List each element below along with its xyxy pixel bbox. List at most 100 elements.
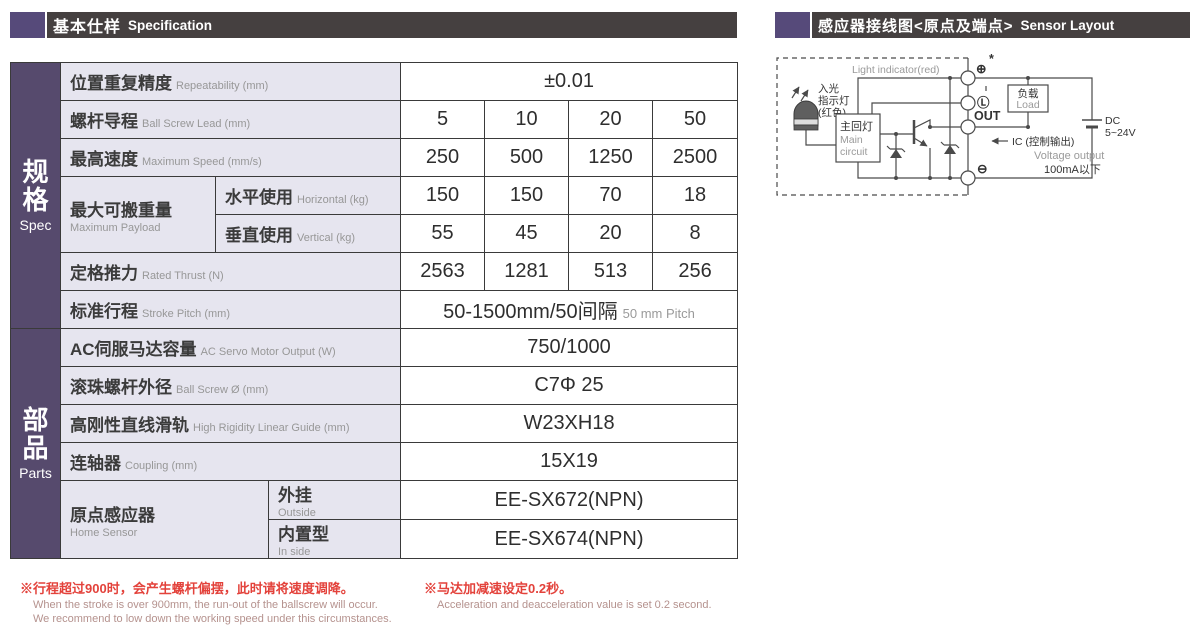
main-circuit-box [835, 113, 881, 163]
value-cell: 1250 [568, 138, 653, 177]
label-max-speed: 最高速度 Maximum Speed (mm/s) [60, 138, 401, 177]
terminal-minus-label: ⊖ [977, 162, 987, 176]
value-cell: 2563 [400, 252, 485, 291]
voltage-output-label: Voltage output [1034, 150, 1104, 162]
value-cell: 20 [568, 100, 653, 139]
light-indicator-label: Light indicator(red) [852, 64, 940, 76]
main-circuit-cn: 主回灯 [840, 120, 873, 133]
row-coupling: 连轴器 Coupling (mm) 15X19 [11, 442, 739, 481]
value-cell: 20 [568, 214, 653, 253]
terminal-out [960, 119, 976, 135]
junction-dot [948, 76, 952, 80]
label-servo-output: AC伺服马达容量 AC Servo Motor Output (W) [60, 328, 401, 367]
label-horizontal: 水平使用 Horizontal (kg) [215, 176, 401, 215]
sensor-header-title-cn: 感应器接线图<原点及端点> [818, 17, 1014, 35]
terminal-l [960, 95, 976, 111]
zener-diode-icon [886, 134, 906, 178]
value-cell: 45 [484, 214, 569, 253]
footnote-stroke-warning: ※行程超过900时，会产生螺杆偏摆，此时请将速度调降。 When the str… [20, 581, 392, 625]
row-home-sensor-outside: 原点感应器 Home Sensor 外挂 Outside EE-SX672(NPN) [11, 480, 739, 559]
header-accent-square [10, 12, 47, 38]
value-linear-guide: W23XH18 [399, 404, 739, 443]
terminal-minus [960, 170, 976, 186]
spec-header-title-en: Specification [128, 17, 213, 33]
value-cell: 256 [651, 252, 739, 291]
row-stroke-pitch: 标准行程 Stroke Pitch (mm) 50-1500mm/50间隔 50 m… [11, 290, 739, 329]
header-accent-square [775, 12, 812, 38]
row-home-sensor-inside: 内置型 In side EE-SX674(NPN) [11, 519, 739, 559]
label-coupling: 连轴器 Coupling (mm) [60, 442, 401, 481]
dc-voltage-label: 5~24V [1105, 127, 1136, 139]
row-linear-guide: 高刚性直线滑轨 High Rigidity Linear Guide (mm) W… [11, 404, 739, 443]
junction-dot [894, 132, 898, 136]
label-repeatability: 位置重复精度 Repeatability (mm) [60, 62, 401, 101]
label-inside: 内置型 In side [268, 519, 401, 559]
sidebar-parts: 部品 Parts [10, 328, 61, 559]
value-servo-output: 750/1000 [399, 328, 739, 367]
label-home-sensor: 原点感应器 Home Sensor [60, 480, 269, 559]
load-box [1007, 84, 1049, 113]
incident-light-label-1: 入光 [818, 82, 839, 95]
led-wire [805, 130, 836, 146]
incident-light-arrows-icon [791, 86, 809, 102]
value-cell: 50 [651, 100, 739, 139]
row-payload-vertical: 垂直使用 Vertical (kg) 55 45 20 8 [11, 214, 739, 253]
value-cell: 70 [568, 176, 653, 215]
value-stroke-pitch: 50-1500mm/50间隔 50 mm Pitch [399, 290, 739, 329]
value-cell: 8 [651, 214, 739, 253]
value-cell: 2500 [651, 138, 739, 177]
row-rated-thrust: 定格推力 Rated Thrust (N) 2563 1281 513 256 [11, 252, 739, 291]
value-cell: 1281 [484, 252, 569, 291]
spec-header-title-cn: 基本仕样 [53, 19, 122, 36]
value-ball-screw-dia: C7Φ 25 [399, 366, 739, 405]
label-linear-guide: 高刚性直线滑轨 High Rigidity Linear Guide (mm) [60, 404, 401, 443]
sidebar-spec: 规格 Spec [10, 62, 61, 329]
dc-label: DC [1105, 115, 1121, 127]
value-repeatability: ±0.01 [399, 62, 739, 101]
row-max-speed: 最高速度 Maximum Speed (mm/s) 250 500 1250 25… [11, 138, 739, 177]
label-ball-screw-lead: 螺杆导程 Ball Screw Lead (mm) [60, 100, 401, 139]
sensor-header-title-en: Sensor Layout [1020, 17, 1115, 33]
spec-table: 规格 Spec 位置重复精度 Repeatability (mm) ±0.01 螺… [10, 62, 739, 559]
row-ball-screw-dia: 滚珠螺杆外径 Ball Screw Ø (mm) C7Φ 25 [11, 366, 739, 405]
led-icon [793, 100, 819, 131]
ic-label: IC (控制输出) [1012, 135, 1074, 148]
value-cell: 5 [400, 100, 485, 139]
value-cell: 150 [484, 176, 569, 215]
row-payload-horizontal: 最大可搬重量 Maximum Payload 水平使用 Horizontal (kg… [11, 176, 739, 253]
label-vertical: 垂直使用 Vertical (kg) [215, 214, 401, 253]
value-cell: 18 [651, 176, 739, 215]
footnote-acceleration: ※马达加减速设定0.2秒。 Acceleration and deacceler… [424, 581, 712, 611]
value-cell: 150 [400, 176, 485, 215]
current-limit-label: 100mA以下 [1044, 164, 1101, 176]
terminal-star-label: * [989, 52, 994, 66]
row-servo-output: 部品 Parts AC伺服马达容量 AC Servo Motor Output (… [10, 328, 739, 559]
row-ball-screw-lead: 螺杆导程 Ball Screw Lead (mm) 5 10 20 50 [11, 100, 739, 139]
sensor-section-header: 感应器接线图<原点及端点> Sensor Layout [775, 12, 1190, 38]
junction-dot [928, 176, 932, 180]
label-rated-thrust: 定格推力 Rated Thrust (N) [60, 252, 401, 291]
junction-dot [948, 176, 952, 180]
zener-diode-icon [940, 78, 960, 178]
sensor-wiring-diagram: 入光 指示灯 (红色) Light indicator(red) 主回灯 Mai… [776, 52, 1136, 196]
label-outside: 外挂 Outside [268, 480, 401, 520]
terminal-l-label: Ⓛ [977, 95, 990, 110]
row-repeatability: 规格 Spec 位置重复精度 Repeatability (mm) ±0.01 [10, 62, 739, 329]
l-wire [871, 102, 968, 114]
load-label-en: Load [1016, 99, 1040, 111]
sensor-boundary-box [776, 57, 968, 196]
incident-light-label-2: 指示灯 [818, 94, 850, 107]
battery-icon [1082, 119, 1102, 129]
junction-dot [894, 176, 898, 180]
value-outside-sensor: EE-SX672(NPN) [399, 480, 739, 520]
terminal-plus-label: ⊕ [976, 62, 986, 76]
value-coupling: 15X19 [399, 442, 739, 481]
junction-dot [928, 125, 932, 129]
transistor-icon [912, 119, 931, 178]
load-label-cn: 负载 [1018, 87, 1040, 100]
terminal-out-label: OUT [974, 109, 1001, 123]
value-inside-sensor: EE-SX674(NPN) [399, 519, 739, 559]
value-cell: 10 [484, 100, 569, 139]
spec-section-header: 基本仕样 Specification [10, 12, 737, 38]
value-cell: 250 [400, 138, 485, 177]
